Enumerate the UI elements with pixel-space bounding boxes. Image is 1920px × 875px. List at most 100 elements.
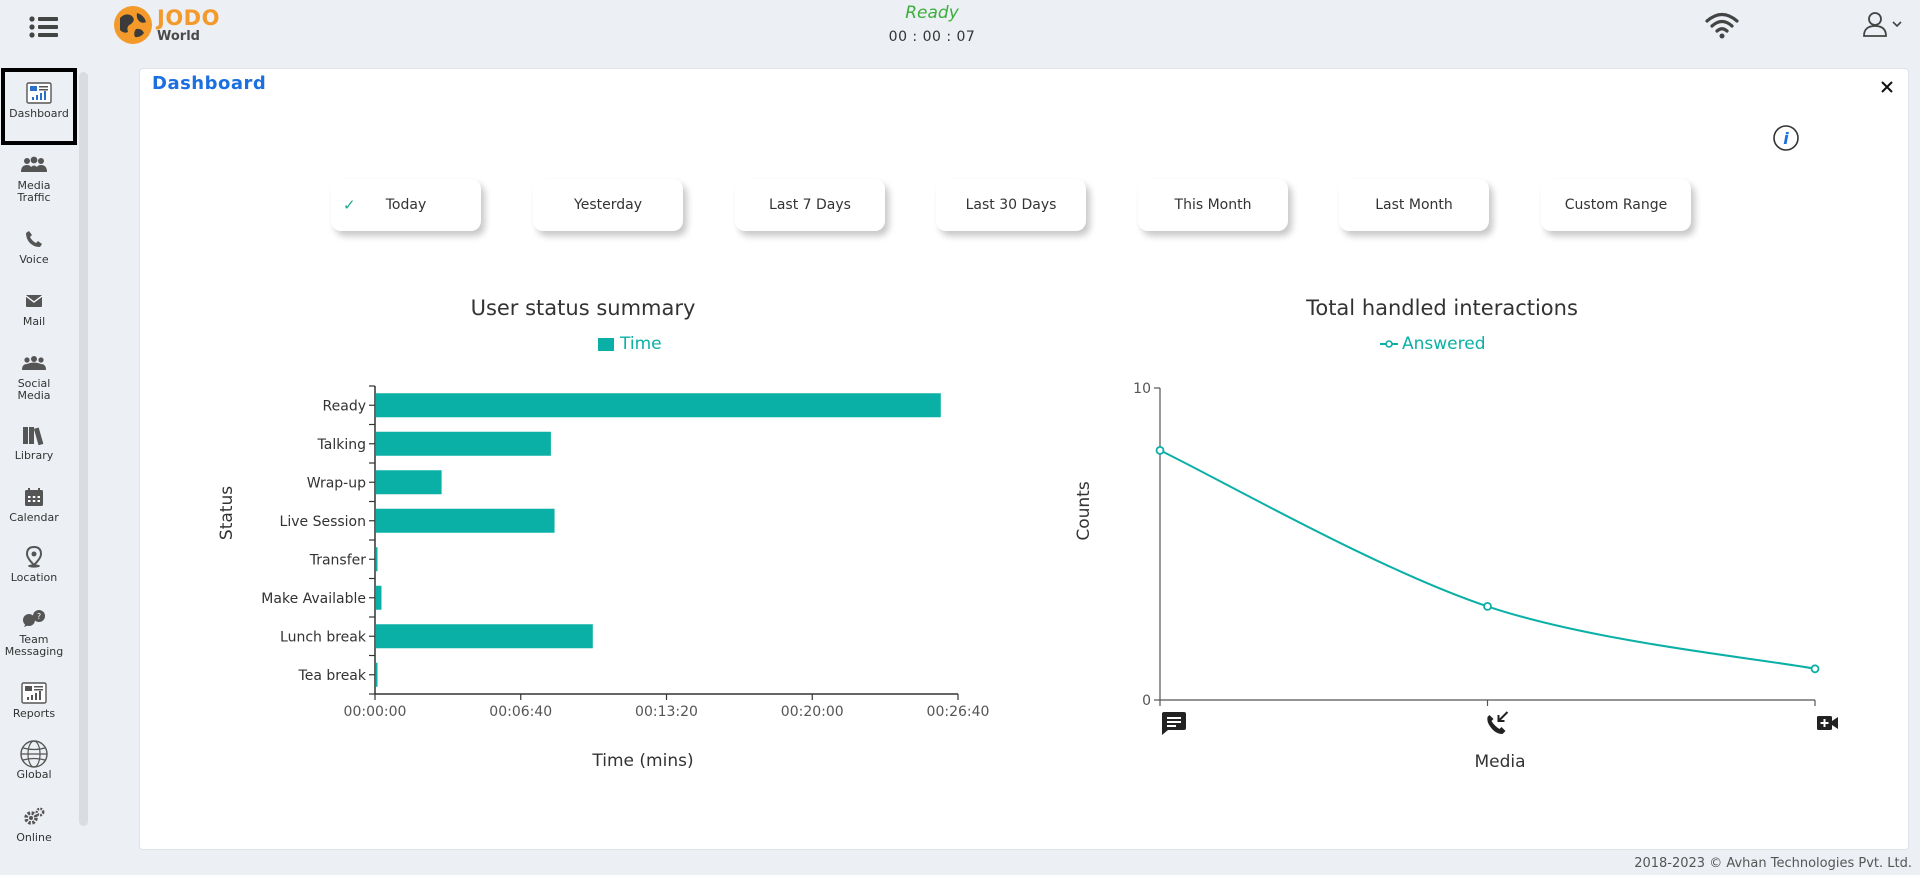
phone-icon [26,231,42,247]
legend-line-marker [1380,340,1398,348]
range-label: Last Month [1375,197,1453,213]
top-bar: JODO World Ready 00 : 00 : 07 [0,0,1920,56]
user-icon [1863,12,1887,37]
range-yesterday-button[interactable]: Yesterday [533,179,683,231]
y-axis-title: Counts [1074,481,1094,540]
status-text: Ready [905,3,959,23]
y-tick-label: 10 [1133,381,1151,397]
globe-icon [20,740,48,768]
range-label: Yesterday [574,197,642,213]
legend-label: Time [620,334,662,354]
y-tick-label: 0 [1142,693,1151,709]
range-label: Today [385,197,427,213]
social-media-icon [22,356,46,370]
check-icon: ✓ [343,196,356,214]
x-tick-label: 00:26:40 [927,704,990,720]
status-timer: 00 : 00 : 07 [888,29,976,45]
agent-status: Ready 00 : 00 : 07 [832,3,1032,45]
x-tick-label: 00:06:40 [489,704,552,720]
sidebar-label: Media Traffic [17,179,51,204]
range-last-month-button[interactable]: Last Month [1339,179,1489,231]
bar-transfer [376,547,378,572]
legend-time[interactable]: Time [598,334,662,354]
calendar-icon [25,488,43,506]
bar-make-available [376,585,382,610]
footer-copyright: 2018-2023 © Avhan Technologies Pvt. Ltd. [1634,856,1912,871]
sidebar-item-social-media[interactable]: Social Media [0,352,68,402]
x-axis-title: Time (mins) [591,751,693,771]
point-chat [1155,445,1165,455]
sidebar-item-voice[interactable]: Voice [0,228,68,266]
panel-title: Dashboard [152,73,267,94]
range-label: Custom Range [1564,197,1668,213]
range-custom-button[interactable]: Custom Range [1541,179,1691,231]
sidebar-item-library[interactable]: Library [0,424,68,462]
chart-title-user-status: User status summary [470,296,696,320]
bar-tea-break [376,662,378,687]
sidebar-item-location[interactable]: Location [0,546,68,584]
sidebar-item-mail[interactable]: Mail [0,290,68,328]
svg-text:?: ? [37,612,41,621]
video-call-icon [1817,716,1838,730]
sidebar-item-reports[interactable]: Reports [0,682,68,720]
y-tick-label: Make Available [261,591,366,607]
close-icon[interactable] [1877,77,1897,97]
y-tick-label: Live Session [280,514,366,530]
range-this-month-button[interactable]: This Month [1138,179,1288,231]
point-video [1810,664,1820,674]
reports-icon [21,682,47,704]
hamburger-menu-icon[interactable] [26,12,62,42]
y-tick-label: Tea break [298,668,367,684]
sidebar-item-online[interactable]: Online [0,806,68,844]
svg-text:i: i [1783,129,1789,148]
chart-title-handled-interactions: Total handled interactions [1306,296,1578,320]
sidebar-item-dashboard[interactable]: Dashboard [1,68,77,145]
sidebar-label: Reports [12,707,56,720]
y-axis-title: Status [217,486,237,540]
sidebar-item-media-traffic[interactable]: Media Traffic [0,154,68,204]
y-tick-label: Lunch break [280,629,367,645]
sidebar-item-global[interactable]: Global [0,739,68,781]
sidebar-label: Global [16,768,52,781]
media-traffic-icon [21,156,47,172]
sidebar-label: Calendar [9,511,59,524]
legend-label: Answered [1402,334,1486,354]
globe-logo-icon [114,6,152,44]
legend-swatch [598,337,614,351]
logo-title: JODO [157,5,220,30]
bar-live-session [376,508,555,533]
range-last-7-days-button[interactable]: Last 7 Days [735,179,885,231]
sidebar-label: Online [16,831,52,844]
sidebar-label: Dashboard [9,107,69,120]
user-menu[interactable] [1862,11,1903,37]
app-logo: JODO World [112,4,220,46]
sidebar-label: Social Media [17,377,51,402]
incoming-call-icon [1487,711,1509,734]
team-messaging-icon: ? [23,610,45,627]
gears-icon [24,807,45,825]
library-icon [23,427,44,446]
x-axis-title: Media [1474,752,1525,772]
y-tick-label: Ready [323,398,366,414]
bar-wrap-up [376,470,442,495]
range-label: This Month [1174,197,1252,213]
sidebar-label: Library [14,449,54,462]
bar-ready [376,393,941,418]
range-label: Last 30 Days [965,197,1057,213]
range-today-button[interactable]: ✓ Today [331,179,481,231]
series-line-answered [1159,449,1816,670]
wifi-icon[interactable] [1704,11,1740,43]
sidebar-label: Team Messaging [4,633,64,658]
range-label: Last 7 Days [769,197,851,213]
sidebar-scrollbar[interactable] [79,72,88,826]
range-last-30-days-button[interactable]: Last 30 Days [936,179,1086,231]
sidebar-label: Voice [19,253,49,266]
legend-answered[interactable]: Answered [1380,334,1486,354]
sidebar: Dashboard Media Traffic Voice Mail Socia… [0,68,78,858]
info-icon[interactable]: i [1772,124,1800,152]
sidebar-item-calendar[interactable]: Calendar [0,486,68,524]
x-tick-label: 00:13:20 [635,704,698,720]
sidebar-label: Mail [22,315,46,328]
sidebar-item-team-messaging[interactable]: ? Team Messaging [0,608,68,658]
